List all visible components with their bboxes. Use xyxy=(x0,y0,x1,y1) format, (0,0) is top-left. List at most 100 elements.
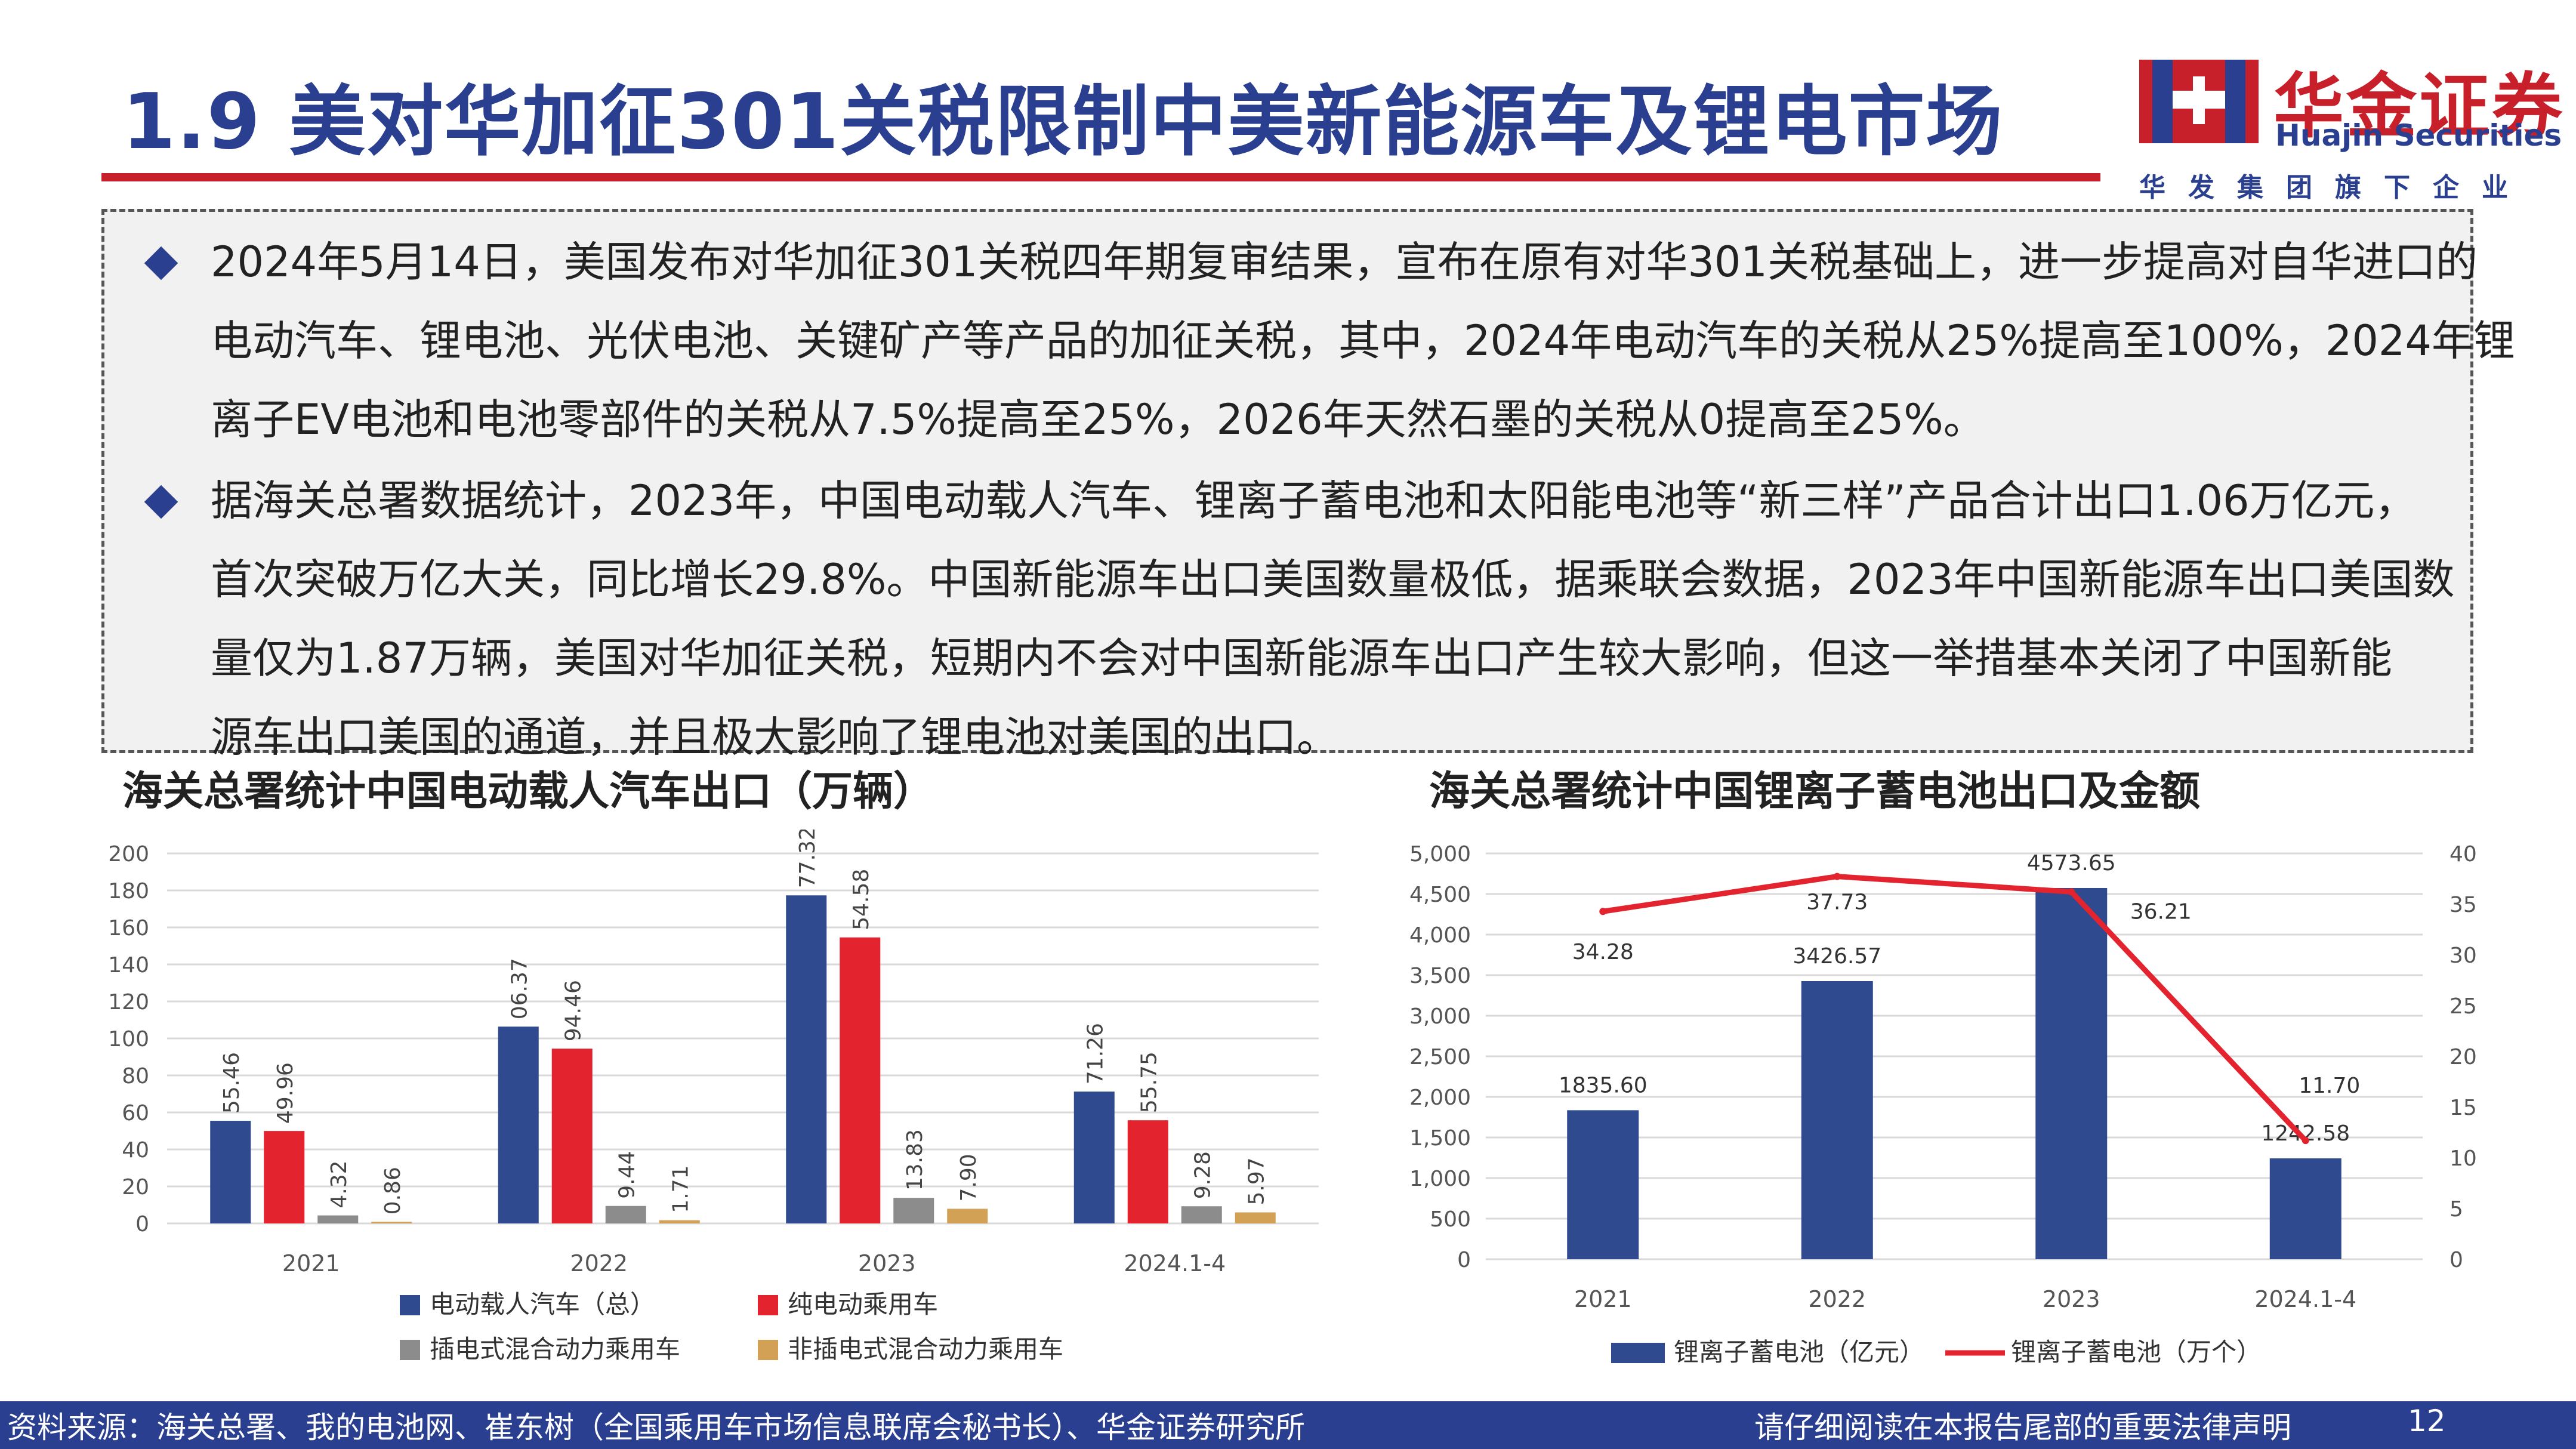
data-label: 06.37 xyxy=(508,958,532,1019)
line-series xyxy=(1602,874,2308,1143)
y2-tick-label: 15 xyxy=(2449,1096,2477,1120)
y-tick-label: 160 xyxy=(108,916,149,941)
y-tick-label: 4,500 xyxy=(1409,883,1471,907)
legend-label: 锂离子蓄电池（万个） xyxy=(2011,1337,2262,1367)
battery-export-chart: 0 500 1,000 1,500 2,000 2,500 3,000 3,500 4,000 4… xyxy=(1409,842,2477,1367)
title-divider xyxy=(101,173,2100,181)
y-tick-label: 180 xyxy=(108,879,149,904)
data-label: 0.86 xyxy=(381,1167,405,1214)
line-point xyxy=(1599,908,1607,915)
bar xyxy=(498,1026,539,1223)
data-label: 55.46 xyxy=(220,1052,244,1114)
data-label: 5.97 xyxy=(1245,1157,1269,1205)
bar xyxy=(317,1215,359,1223)
bar xyxy=(551,1049,593,1223)
y-tick-label: 60 xyxy=(122,1101,149,1126)
y-tick-label: 20 xyxy=(122,1175,149,1200)
legend-label: 锂离子蓄电池（亿元） xyxy=(1674,1337,1924,1367)
x-tick-label: 2024.1-4 xyxy=(2254,1286,2356,1312)
bar xyxy=(1567,1110,1639,1259)
y-tick-label: 5,000 xyxy=(1409,842,1471,867)
data-label: 54.58 xyxy=(849,869,874,930)
bullet-line: 2024年5月14日，美国发布对华加征301关税四年期复审结果，宣布在原有对华3… xyxy=(211,238,2478,286)
logo-subtitle: 华发集团旗下企业 xyxy=(2139,172,2531,203)
bullet-line: 离子EV电池和电池零部件的关税从7.5%提高至25%，2026年天然石墨的关税从… xyxy=(211,395,1985,444)
vehicle-export-chart: 0 20 40 60 80 100 120 140 160 180 200 2021 55.46 49.9… xyxy=(108,830,1319,1364)
bar xyxy=(605,1206,646,1223)
summary-box: 2024年5月14日，美国发布对华加征301关税四年期复审结果，宣布在原有对华3… xyxy=(101,209,2515,762)
legend-label: 纯电动乘用车 xyxy=(788,1290,938,1319)
bar xyxy=(1127,1120,1168,1223)
bar xyxy=(659,1220,700,1223)
data-label: 13.83 xyxy=(903,1129,927,1191)
bar xyxy=(264,1131,305,1223)
legend-swatch xyxy=(758,1295,778,1315)
line-point xyxy=(2302,1137,2309,1145)
y-tick-label: 500 xyxy=(1430,1207,1471,1232)
legend-label: 插电式混合动力乘用车 xyxy=(430,1334,680,1364)
y2-tick-label: 20 xyxy=(2449,1045,2477,1069)
y-tick-label: 2,500 xyxy=(1409,1045,1471,1069)
bar xyxy=(786,895,827,1223)
data-label: 9.28 xyxy=(1191,1151,1215,1199)
bar xyxy=(371,1222,412,1223)
legend-swatch xyxy=(758,1340,778,1360)
y2-tick-label: 40 xyxy=(2449,842,2477,867)
data-label: 55.75 xyxy=(1137,1052,1162,1113)
bullet-line: 首次突破万亿大关，同比增长29.8%。中国新能源车出口美国数量极低，据乘联会数据… xyxy=(211,555,2455,604)
y-tick-label: 4,000 xyxy=(1409,923,1471,948)
legend-swatch xyxy=(400,1295,420,1315)
bullet-line: 源车出口美国的通道，并且极大影响了锂电池对美国的出口。 xyxy=(211,713,1338,762)
y2-tick-label: 0 xyxy=(2449,1248,2463,1272)
page-number: 12 xyxy=(2408,1404,2446,1438)
bullet-line: 据海关总署数据统计，2023年，中国电动载人汽车、锂离子蓄电池和太阳能电池等“新… xyxy=(211,476,2417,525)
bar-data-label: 3426.57 xyxy=(1793,944,1881,969)
x-tick-label: 2023 xyxy=(2043,1286,2100,1312)
line-point xyxy=(1833,873,1841,880)
bar xyxy=(947,1208,988,1223)
bar xyxy=(1235,1212,1276,1223)
bar-data-label: 1835.60 xyxy=(1559,1073,1648,1097)
y2-tick-label: 10 xyxy=(2449,1146,2477,1171)
footer-bar: 资料来源：海关总署、我的电池网、崔东树（全国乘用车市场信息联席会秘书长）、华金证… xyxy=(0,1401,2576,1449)
y2-tick-label: 35 xyxy=(2449,893,2477,917)
y2-tick-label: 30 xyxy=(2449,944,2477,968)
data-label: 77.32 xyxy=(795,830,820,888)
diamond-bullet-icon xyxy=(144,246,178,280)
legend-swatch xyxy=(400,1340,420,1360)
data-label: 71.26 xyxy=(1084,1023,1108,1084)
data-label: 49.96 xyxy=(273,1062,298,1124)
legend-label: 非插电式混合动力乘用车 xyxy=(788,1334,1063,1364)
bar xyxy=(210,1121,251,1223)
x-tick-label: 2021 xyxy=(1574,1286,1632,1312)
y-tick-label: 0 xyxy=(1457,1248,1471,1272)
chart-title-vehicle-exports: 海关总署统计中国电动载人汽车出口（万辆） xyxy=(122,768,934,815)
y-tick-label: 120 xyxy=(108,990,149,1015)
data-label: 94.46 xyxy=(562,980,586,1041)
chart-title-battery-exports: 海关总署统计中国锂离子蓄电池出口及金额 xyxy=(1429,768,2201,815)
bar xyxy=(2269,1158,2341,1259)
y-tick-label: 3,500 xyxy=(1409,964,1471,988)
y2-tick-label: 5 xyxy=(2449,1197,2463,1222)
bar xyxy=(1073,1092,1115,1223)
bullet-line: 量仅为1.87万辆，美国对华加征关税，短期内不会对中国新能源车出口产生较大影响，… xyxy=(211,634,2392,683)
data-label: 4.32 xyxy=(327,1160,351,1208)
y-tick-label: 1,500 xyxy=(1409,1126,1471,1151)
data-label: 9.44 xyxy=(615,1151,640,1199)
y-tick-label: 0 xyxy=(135,1212,149,1237)
x-tick-label: 2022 xyxy=(570,1250,628,1277)
y-tick-label: 200 xyxy=(108,842,149,867)
logo-chinese-name: 华金证券 xyxy=(2273,65,2565,147)
line-data-label: 11.70 xyxy=(2299,1074,2360,1098)
legend-label: 电动载人汽车（总） xyxy=(430,1290,655,1319)
y-tick-label: 2,000 xyxy=(1409,1086,1471,1110)
y-tick-label: 100 xyxy=(108,1027,149,1052)
line-point xyxy=(2068,888,2075,896)
y-tick-label: 140 xyxy=(108,953,149,978)
company-logo: 华金证券 Huajin Securities 华发集团旗下企业 xyxy=(2139,54,2562,203)
bar xyxy=(840,937,881,1223)
y-tick-label: 80 xyxy=(122,1064,149,1089)
y2-tick-label: 25 xyxy=(2449,994,2477,1019)
page-title: 1.9 美对华加征301关税限制中美新能源车及锂电市场 xyxy=(122,78,2004,167)
bar-data-label: 4573.65 xyxy=(2027,851,2116,875)
